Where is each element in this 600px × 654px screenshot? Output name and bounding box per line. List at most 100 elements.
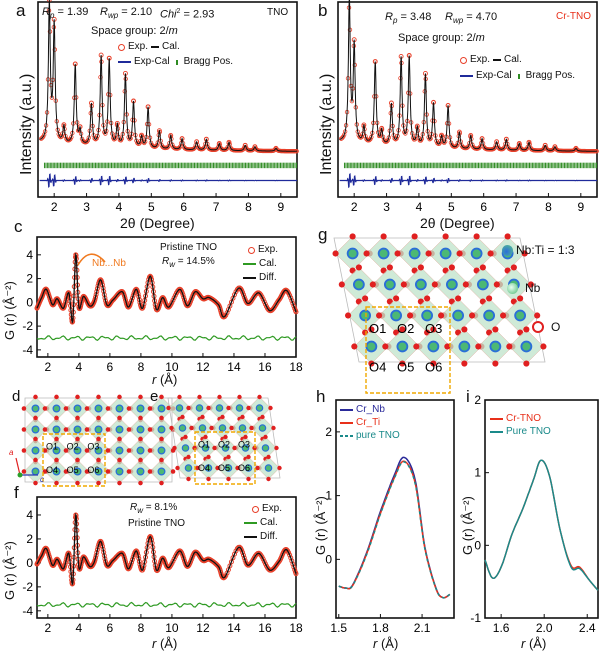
oxygen-atom [117, 436, 122, 442]
legend-f-diff: Diff. [244, 531, 278, 543]
legend-i-pure: Pure TNO [490, 426, 551, 438]
site-label: O3 [238, 440, 250, 450]
x-tick-label: 16 [258, 360, 272, 374]
sample-label-a: TNO [267, 7, 289, 18]
metal-atom [238, 424, 247, 432]
legend-i-cr-tno: Cr-TNO [490, 413, 541, 425]
exp-point [228, 559, 234, 565]
oxygen-atom [21, 469, 27, 474]
fit-line-c [36, 252, 297, 325]
oxygen-atom [400, 281, 407, 288]
site-label: O2 [67, 442, 79, 452]
metal-atom [115, 425, 124, 434]
oxygen-atom [506, 343, 513, 350]
x-tick-label: 9 [277, 200, 284, 214]
oxygen-atom [126, 448, 132, 453]
oxygen-atom [425, 250, 432, 257]
exp-point [479, 136, 485, 142]
oxygen-atom [475, 343, 482, 350]
unit-cell-outline [24, 397, 173, 483]
panel-label-c: c [14, 217, 23, 236]
oxygen-atom [212, 445, 217, 451]
x-tick-label: 2 [51, 200, 58, 214]
panel-label-a: a [16, 1, 26, 20]
plot-frame-c [36, 236, 297, 358]
legend-b-row2: Exp-Cal Bragg Pos. [460, 70, 575, 82]
oxygen-atom [166, 405, 171, 411]
oxygen-atom [105, 469, 111, 474]
metal-atom [115, 404, 124, 413]
site-label: O1 [46, 442, 58, 452]
oxygen-atom [369, 281, 376, 288]
x-tick-label: 8 [138, 360, 145, 374]
nb-nb-annotation: Nb...Nb [92, 258, 126, 269]
axis-a-label: a [9, 448, 14, 457]
x-tick-label: 3 [83, 200, 90, 214]
oxygen-atom [338, 281, 345, 288]
metal-atom [94, 404, 103, 413]
oxygen-atom [117, 394, 122, 400]
exp-point [291, 303, 297, 309]
x-tick-label: 8 [245, 200, 252, 214]
oxygen-atom [462, 281, 469, 288]
oxygen-atom [442, 233, 449, 240]
oxygen-atom [96, 480, 101, 486]
oxygen-atom [42, 427, 48, 432]
exp-point [261, 558, 267, 564]
rp-stat-a: Rp = 1.39 [42, 6, 89, 21]
oxygen-atom [147, 469, 153, 474]
oxygen-atom [138, 436, 143, 442]
x-tick-label: 6 [480, 200, 487, 214]
oxygen-atom [393, 295, 400, 302]
x-tick-label: 4 [416, 200, 423, 214]
x-tick-label: 14 [227, 621, 241, 635]
metal-atom [52, 425, 61, 434]
oxygen-atom [226, 454, 231, 460]
rw-stat-c: Rw = 14.5% [162, 256, 215, 269]
oxygen-atom [84, 448, 90, 453]
chi2-stat-a: Chi2 = 2.93 [160, 8, 215, 21]
metal-atom [157, 467, 166, 476]
metal-atom [73, 425, 82, 434]
oxygen-atom [382, 343, 389, 350]
site-label: O4 [369, 360, 386, 375]
plot-frame-b [337, 1, 598, 198]
oxygen-atom [159, 480, 164, 486]
exp-point [179, 290, 185, 296]
metal-atom [255, 404, 264, 412]
y-tick-label: -2 [22, 319, 33, 333]
oxygen-atom [183, 434, 188, 440]
oxygen-atom [368, 360, 375, 367]
metal-atom [221, 444, 230, 452]
legend-c-cal: Cal. [243, 258, 277, 270]
oxygen-atom [517, 295, 524, 302]
oxygen-atom [126, 406, 132, 411]
exp-point [260, 296, 266, 302]
site-label: O4 [198, 463, 210, 473]
exp-point [542, 142, 548, 148]
oxygen-atom [175, 465, 180, 471]
oxygen-atom [504, 233, 511, 240]
metal-atom [458, 340, 471, 353]
x-tick-label: 8 [138, 621, 145, 635]
y-axis-label-i: G (r) (Å⁻²) [460, 496, 475, 555]
exp-point [165, 145, 170, 150]
x-tick-label: 7 [213, 200, 220, 214]
oxygen-atom [206, 476, 211, 482]
oxygen-atom [84, 406, 90, 411]
exp-point [439, 132, 445, 138]
y-axis-label-h: G (r) (Å⁻²) [313, 496, 328, 555]
x-tick-label: 2.1 [414, 621, 431, 635]
oxygen-atom [223, 434, 228, 440]
oxygen-atom [217, 394, 222, 400]
unit-cell-outline [167, 397, 281, 479]
x-tick-label: 4 [76, 621, 83, 635]
metal-atom [470, 247, 483, 260]
metal-atom [136, 404, 145, 413]
oxygen-atom [75, 480, 80, 486]
oxygen-atom [351, 343, 358, 350]
highlight-box [194, 431, 256, 485]
oxygen-atom [33, 394, 38, 400]
site-label: O5 [397, 360, 414, 375]
oxygen-atom [75, 415, 80, 421]
